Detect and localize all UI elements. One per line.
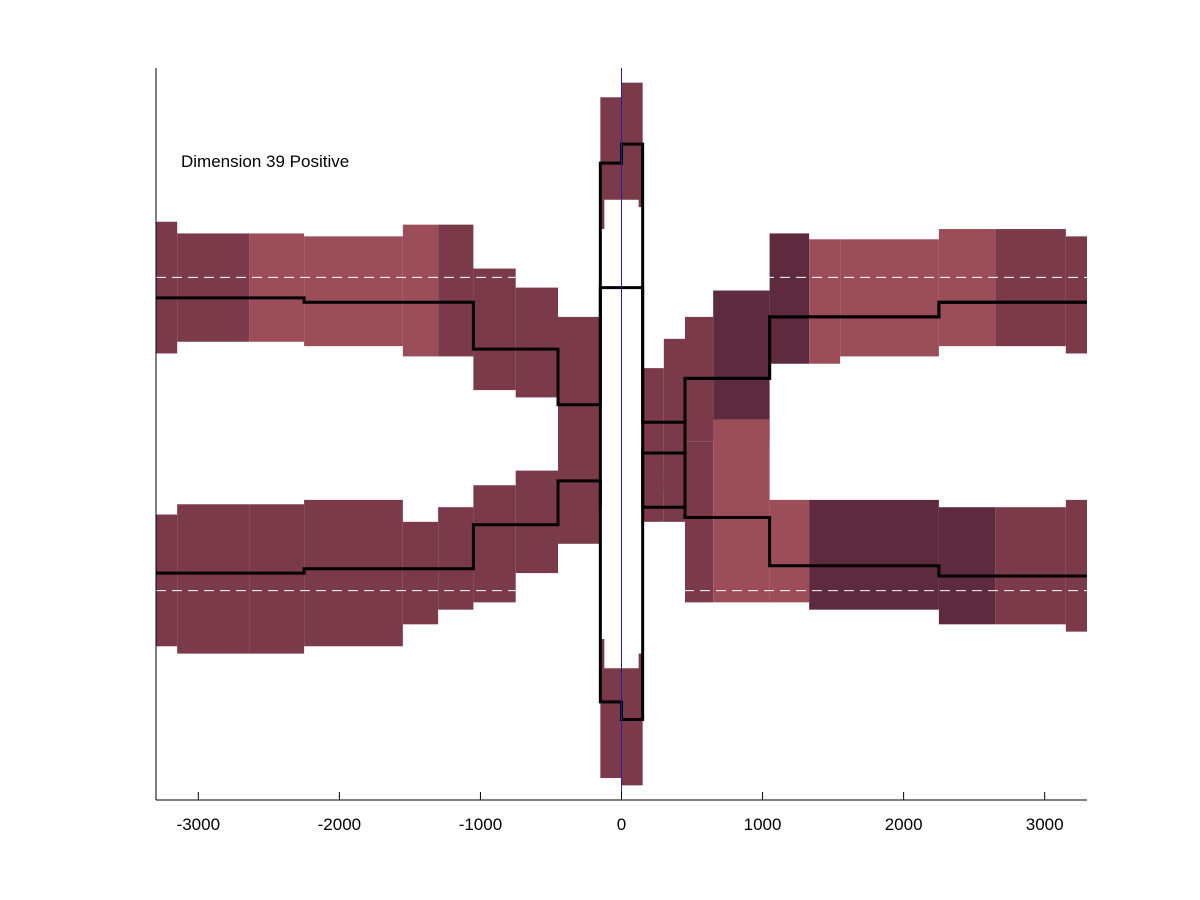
x-tick-label-0: -3000 xyxy=(177,815,220,834)
band-rect-3 xyxy=(304,236,403,347)
band-rect-38 xyxy=(938,507,996,625)
band-rect-35 xyxy=(713,419,770,603)
band-rect-39 xyxy=(995,507,1066,625)
x-tick-label-5: 2000 xyxy=(885,815,923,834)
confidence-bands xyxy=(156,82,1087,786)
band-rect-33 xyxy=(663,470,685,522)
band-rect-17 xyxy=(840,239,939,357)
series-lines xyxy=(156,68,1087,800)
band-rect-12 xyxy=(663,338,685,478)
band-rect-36 xyxy=(769,499,810,603)
band-rect-37 xyxy=(809,499,939,610)
band-rect-0 xyxy=(156,221,178,354)
band-rect-19 xyxy=(995,229,1066,347)
band-rect-26 xyxy=(438,507,474,610)
band-rect-28 xyxy=(515,470,559,574)
band-rect-18 xyxy=(938,229,996,347)
band-rect-30 xyxy=(600,638,622,779)
band-rect-24 xyxy=(304,499,403,647)
band-rect-16 xyxy=(809,239,841,364)
band-rect-34 xyxy=(684,441,714,603)
band-rect-27 xyxy=(473,485,516,603)
x-tick-label-1: -2000 xyxy=(318,815,361,834)
band-rect-6 xyxy=(473,268,516,391)
chart-annotation: Dimension 39 Positive xyxy=(181,152,349,171)
band-rect-11 xyxy=(642,368,664,493)
band-rect-23 xyxy=(249,504,305,654)
band-rect-29 xyxy=(558,397,601,544)
band-rect-40 xyxy=(1065,499,1087,632)
inner-curve-0 xyxy=(598,286,1087,509)
band-rect-7 xyxy=(515,287,559,398)
x-ticks: -3000 -2000 -1000 0 1000 2000 3000 xyxy=(177,792,1064,834)
band-rect-4 xyxy=(402,224,439,357)
x-tick-label-4: 1000 xyxy=(744,815,782,834)
band-rect-20 xyxy=(1065,236,1087,354)
x-tick-label-2: -1000 xyxy=(459,815,502,834)
x-tick-label-6: 3000 xyxy=(1026,815,1064,834)
band-rect-32 xyxy=(642,477,664,522)
band-rect-21 xyxy=(156,514,178,647)
band-rect-1 xyxy=(177,233,250,342)
band-rect-2 xyxy=(249,233,305,342)
band-rect-5 xyxy=(438,224,474,357)
x-tick-label-3: 0 xyxy=(617,815,626,834)
band-rect-22 xyxy=(177,504,250,654)
band-rect-14 xyxy=(713,290,770,442)
band-rect-15 xyxy=(769,233,810,364)
band-rect-25 xyxy=(402,521,439,625)
